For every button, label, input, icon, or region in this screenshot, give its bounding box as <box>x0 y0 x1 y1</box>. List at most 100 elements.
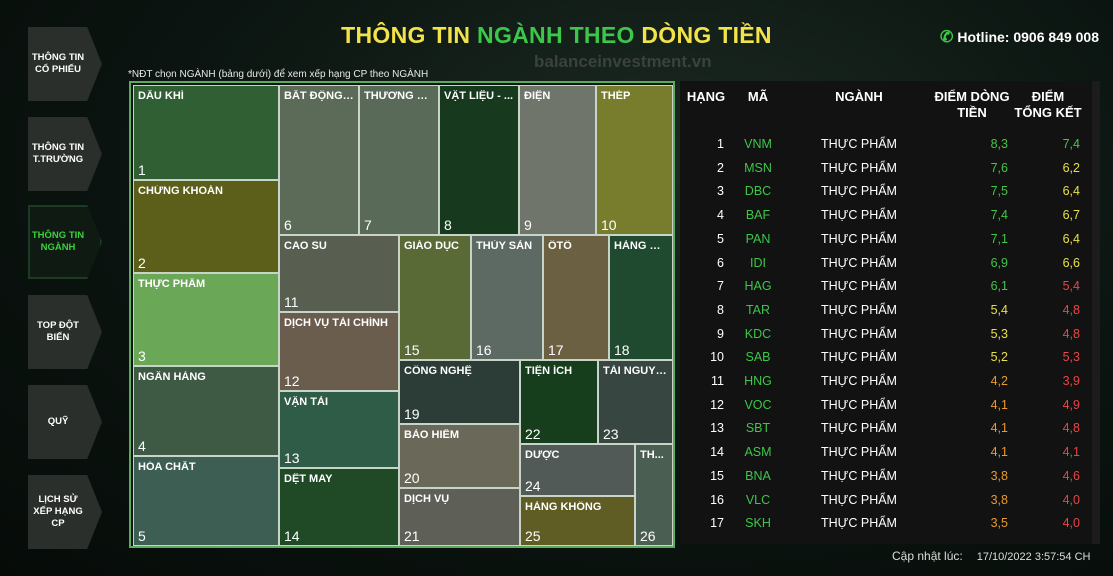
treemap-cell[interactable]: TIỆN ÍCH 22 <box>520 360 598 444</box>
cell-flow-score: 6,9 <box>990 255 1008 270</box>
cell-sector: THỰC PHẨM <box>821 255 897 270</box>
treemap-cell[interactable]: TÀI NGUYÊN 23 <box>598 360 673 444</box>
table-row[interactable]: 1 VNM THỰC PHẨM 8,3 7,4 <box>680 133 1100 157</box>
cell-code[interactable]: BAF <box>745 208 771 223</box>
treemap-cell-rank: 7 <box>364 217 372 233</box>
treemap-cell[interactable]: VẬT LIỆU - ... 8 <box>439 85 519 235</box>
treemap-cell[interactable]: CHỨNG KHOÁN 2 <box>133 180 279 273</box>
cell-code[interactable]: VOC <box>744 397 772 412</box>
nav-market-info[interactable]: THÔNG TIN T.TRƯỜNG <box>28 117 102 191</box>
treemap-cell-rank: 18 <box>614 342 630 358</box>
treemap-cell-name: VẬN TẢI <box>284 396 328 408</box>
title-part-3: DÒNG TIỀN <box>641 22 772 48</box>
treemap-cell[interactable]: CÔNG NGHỆ 19 <box>399 360 520 424</box>
treemap-cell[interactable]: THỰC PHẨM 3 <box>133 273 279 366</box>
nav-stock-info[interactable]: THÔNG TIN CỔ PHIẾU <box>28 27 102 101</box>
nav-top-breakout[interactable]: TOP ĐỘT BIẾN <box>28 295 102 369</box>
cell-sector: THỰC PHẨM <box>821 397 897 412</box>
treemap-cell[interactable]: DỆT MAY 14 <box>279 468 399 546</box>
cell-flow-score: 7,4 <box>990 208 1008 223</box>
treemap-cell[interactable]: CAO SU 11 <box>279 235 399 312</box>
cell-flow-score: 7,5 <box>990 184 1008 199</box>
treemap-cell[interactable]: DẦU KHÍ 1 <box>133 85 279 180</box>
cell-code[interactable]: SKH <box>745 516 771 531</box>
treemap-cell[interactable]: HÀNG KHÔNG 25 <box>520 496 635 546</box>
treemap-cell-name: TIỆN ÍCH <box>525 365 573 377</box>
cell-total-score: 7,4 <box>1062 137 1080 151</box>
table-row[interactable]: 9 KDC THỰC PHẨM 5,3 4,8 <box>680 323 1100 347</box>
table-row[interactable]: 8 TAR THỰC PHẨM 5,4 4,8 <box>680 299 1100 323</box>
table-row[interactable]: 16 VLC THỰC PHẨM 3,8 4,0 <box>680 489 1100 513</box>
treemap-cell[interactable]: ĐIỆN 9 <box>519 85 596 235</box>
treemap-cell[interactable]: VẬN TẢI 13 <box>279 391 399 468</box>
treemap-cell[interactable]: BẤT ĐỘNG ... 6 <box>279 85 359 235</box>
header-rank: HẠNG <box>686 89 726 104</box>
cell-total-score: 6,4 <box>1062 231 1080 246</box>
table-row[interactable]: 2 MSN THỰC PHẨM 7,6 6,2 <box>680 157 1100 181</box>
table-row[interactable]: 4 BAF THỰC PHẨM 7,4 6,7 <box>680 204 1100 228</box>
table-row[interactable]: 14 ASM THỰC PHẨM 4,1 4,1 <box>680 441 1100 465</box>
cell-code[interactable]: MSN <box>744 160 772 175</box>
title-part-1: THÔNG TIN <box>341 22 478 48</box>
cell-code[interactable]: VLC <box>745 492 771 507</box>
treemap-cell-rank: 16 <box>476 342 492 358</box>
cell-code[interactable]: BNA <box>745 468 771 483</box>
nav-sector-info[interactable]: THÔNG TIN NGÀNH <box>28 205 102 279</box>
nav-funds[interactable]: QUỸ <box>28 385 102 459</box>
hotline-text: Hotline: 0906 849 008 <box>957 29 1099 45</box>
table-row[interactable]: 12 VOC THỰC PHẨM 4,1 4,9 <box>680 394 1100 418</box>
treemap-cell[interactable]: DỊCH VỤ 21 <box>399 488 520 546</box>
cell-code[interactable]: HAG <box>744 279 772 294</box>
treemap-cell[interactable]: TH... 26 <box>635 444 673 546</box>
treemap-cell-name: CHỨNG KHOÁN <box>138 185 223 197</box>
nav-rank-history[interactable]: LỊCH SỬ XẾP HẠNG CP <box>28 475 102 549</box>
table-row[interactable]: 11 HNG THỰC PHẨM 4,2 3,9 <box>680 370 1100 394</box>
table-row[interactable]: 7 HAG THỰC PHẨM 6,1 5,4 <box>680 275 1100 299</box>
cell-total-score: 4,8 <box>1062 302 1080 317</box>
cell-code[interactable]: HNG <box>744 374 772 388</box>
cell-code[interactable]: SBT <box>745 421 771 436</box>
treemap-cell-name: DỆT MAY <box>284 473 333 485</box>
table-row[interactable]: 10 SAB THỰC PHẨM 5,2 5,3 <box>680 346 1100 370</box>
cell-code[interactable]: ASM <box>744 445 772 460</box>
cell-rank: 3 <box>717 184 724 199</box>
treemap-cell-name: BẢO HIỂM <box>404 429 459 441</box>
treemap-cell[interactable]: DỊCH VỤ TÀI CHÍNH 12 <box>279 312 399 391</box>
header-total-score: ĐIỂM TỔNG KẾT <box>1014 89 1082 120</box>
treemap-cell[interactable]: THỦY SẢN 16 <box>471 235 543 360</box>
treemap-cell[interactable]: BẢO HIỂM 20 <box>399 424 520 488</box>
cell-code[interactable]: DBC <box>744 184 772 199</box>
cell-total-score: 4,0 <box>1062 492 1080 507</box>
cell-total-score: 4,8 <box>1062 421 1080 436</box>
table-scrollbar[interactable] <box>1092 81 1100 544</box>
treemap-cell-name: HÓA CHẤT <box>138 461 196 473</box>
treemap-cell[interactable]: HÓA CHẤT 5 <box>133 456 279 546</box>
treemap-cell[interactable]: HÀNG DỊ... 18 <box>609 235 673 360</box>
table-row[interactable]: 6 IDI THỰC PHẨM 6,9 6,6 <box>680 252 1100 276</box>
cell-flow-score: 8,3 <box>990 137 1008 151</box>
cell-code[interactable]: KDC <box>744 326 772 341</box>
header-flow-score: ĐIỂM DÒNG TIỀN <box>934 89 1010 120</box>
table-row[interactable]: 3 DBC THỰC PHẨM 7,5 6,4 <box>680 180 1100 204</box>
treemap-cell[interactable]: DƯỢC 24 <box>520 444 635 496</box>
cell-code[interactable]: TAR <box>745 302 771 317</box>
cell-code[interactable]: PAN <box>745 231 771 246</box>
cell-code[interactable]: SAB <box>745 350 771 365</box>
stock-ranking-table: HẠNG MÃ NGÀNH ĐIỂM DÒNG TIỀN ĐIỂM TỔNG K… <box>680 81 1100 544</box>
treemap-cell[interactable]: GIÁO DỤC 15 <box>399 235 471 360</box>
cell-rank: 10 <box>710 350 724 365</box>
table-row[interactable]: 17 SKH THỰC PHẨM 3,5 4,0 <box>680 512 1100 536</box>
treemap-cell-rank: 4 <box>138 438 146 454</box>
treemap-cell-rank: 3 <box>138 348 146 364</box>
treemap-cell[interactable]: ÔTÔ 17 <box>543 235 609 360</box>
treemap-cell[interactable]: THƯƠNG MẠI 7 <box>359 85 439 235</box>
treemap-cell[interactable]: THÉP 10 <box>596 85 673 235</box>
sector-treemap: DẦU KHÍ 1 CHỨNG KHOÁN 2 THỰC PHẨM 3 NGÂN HÀNG 4… <box>129 81 675 548</box>
table-row[interactable]: 13 SBT THỰC PHẨM 4,1 4,8 <box>680 417 1100 441</box>
table-row[interactable]: 5 PAN THỰC PHẨM 7,1 6,4 <box>680 228 1100 252</box>
cell-code[interactable]: IDI <box>750 255 766 270</box>
treemap-cell-rank: 17 <box>548 342 564 358</box>
cell-code[interactable]: VNM <box>744 137 772 151</box>
treemap-cell[interactable]: NGÂN HÀNG 4 <box>133 366 279 456</box>
table-row[interactable]: 15 BNA THỰC PHẨM 3,8 4,6 <box>680 465 1100 489</box>
